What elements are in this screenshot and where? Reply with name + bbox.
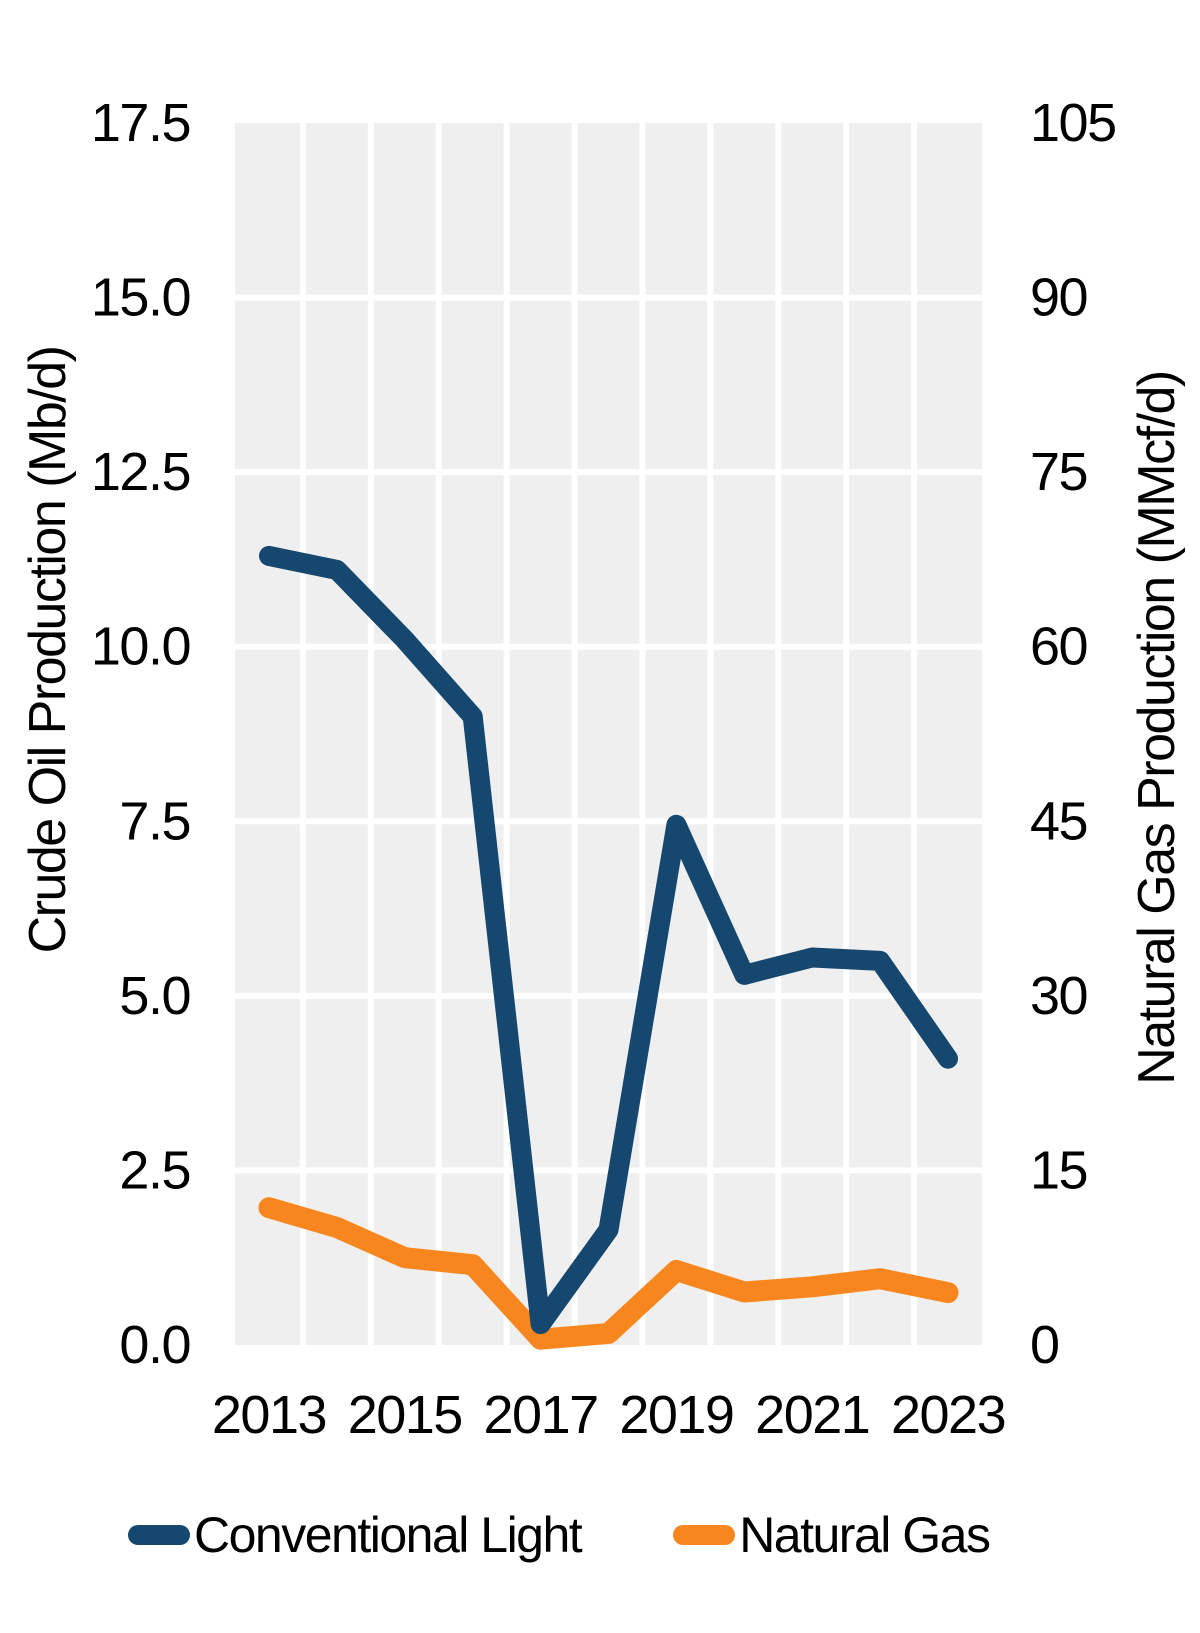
series-line-conventional-light: [259, 545, 958, 1335]
legend-swatch-conventional-light: [128, 1525, 190, 1545]
y-axis-right-tick-label: 60: [1030, 617, 1087, 677]
x-axis-tick-label: 2015: [348, 1385, 462, 1445]
y-axis-right-tick-label: 30: [1030, 966, 1087, 1026]
y-axis-right-tick-label: 75: [1030, 442, 1087, 502]
y-axis-left-tick-label: 7.5: [119, 791, 190, 851]
y-axis-right-tick-label: 90: [1030, 268, 1087, 328]
legend-item-conventional-light: Conventional Light: [128, 1506, 583, 1564]
legend-label-conventional-light: Conventional Light: [194, 1507, 583, 1563]
y-axis-left-tick-label: 2.5: [119, 1140, 190, 1200]
y-axis-right-tick-label: 45: [1030, 791, 1087, 851]
x-axis-tick-label: 2019: [619, 1385, 733, 1445]
y-axis-left-tick-label: 12.5: [91, 442, 190, 502]
legend: Conventional Light Natural Gas: [0, 1505, 1200, 1565]
series-line-natural-gas: [258, 1197, 959, 1350]
legend-swatch-natural-gas: [673, 1525, 736, 1545]
y-axis-left-tick-label: 10.0: [91, 617, 190, 677]
x-axis-tick-label: 2023: [891, 1385, 1005, 1445]
plot-panel: [235, 123, 982, 1345]
legend-label-natural-gas: Natural Gas: [739, 1507, 991, 1563]
y-axis-left-tick-label: 15.0: [91, 268, 190, 328]
x-axis-tick-label: 2021: [755, 1385, 869, 1445]
legend-item-natural-gas: Natural Gas: [673, 1506, 991, 1564]
y-axis-left-tick-label: 17.5: [91, 93, 190, 153]
y-axis-right-tick-label: 105: [1030, 93, 1116, 153]
y-axis-left-tick-label: 0.0: [119, 1315, 190, 1375]
y-axis-right-tick-label: 0: [1030, 1315, 1059, 1375]
y-axis-left-tick-label: 5.0: [119, 966, 190, 1026]
y-axis-right-tick-label: 15: [1030, 1140, 1087, 1200]
y-axis-right-title: Natural Gas Production (MMcf/d): [1128, 371, 1186, 1085]
y-axis-left-title: Crude Oil Production (Mb/d): [19, 347, 77, 954]
x-axis-tick-label: 2013: [212, 1385, 326, 1445]
x-axis-tick-label: 2017: [484, 1385, 598, 1445]
